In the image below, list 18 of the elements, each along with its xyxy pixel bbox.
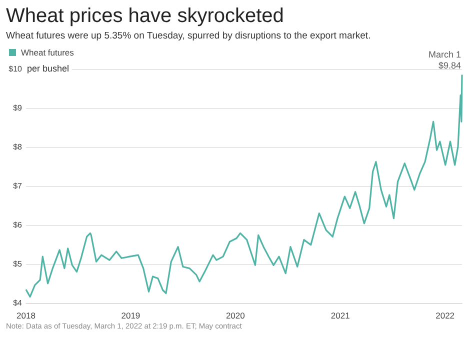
y-axis-title: per bushel bbox=[27, 64, 70, 74]
x-tick-label: 2020 bbox=[226, 310, 246, 320]
y-tick-label: $5 bbox=[13, 260, 23, 268]
legend-label: Wheat futures bbox=[21, 48, 74, 58]
y-tick-label: $9 bbox=[13, 104, 23, 112]
y-tick-label: $4 bbox=[13, 298, 23, 308]
x-tick-label: 2018 bbox=[16, 310, 36, 320]
y-tick-label: $10 bbox=[8, 64, 23, 74]
y-tick-label: $7 bbox=[13, 182, 23, 190]
x-tick-label: 2022 bbox=[436, 310, 455, 320]
x-tick-label: 2021 bbox=[330, 310, 350, 320]
y-tick-label: $8 bbox=[13, 142, 23, 152]
annotation: March 1 $9.84 bbox=[428, 50, 461, 71]
line-series bbox=[25, 74, 463, 298]
x-tick-label: 2019 bbox=[121, 310, 140, 320]
y-tick-label: $6 bbox=[13, 220, 23, 230]
chart-title: Wheat prices have skyrocketed bbox=[6, 5, 284, 27]
chart-subtitle: Wheat futures were up 5.35% on Tuesday, spurred by disruptions to the export market. bbox=[6, 30, 371, 42]
